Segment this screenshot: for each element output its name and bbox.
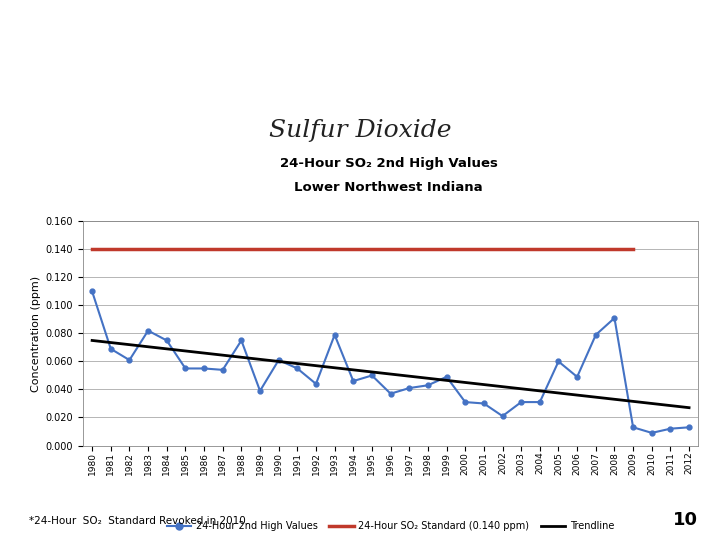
- Text: Sulfur Dioxide: Sulfur Dioxide: [269, 119, 451, 142]
- 24-Hour 2nd High Values: [144, 327, 153, 334]
- 24-Hour 2nd High Values: [237, 337, 246, 343]
- 24-Hour 2nd High Values: [293, 365, 302, 372]
- 24-Hour 2nd High Values: [461, 399, 469, 406]
- 24-Hour 2nd High Values: [685, 424, 693, 430]
- 24-Hour 2nd High Values: [610, 315, 618, 321]
- 24-Hour 2nd High Values: [536, 399, 544, 406]
- Text: Lower Northwest Indiana: Lower Northwest Indiana: [294, 181, 483, 194]
- Text: We Protect Hoosiers and Our Environment: We Protect Hoosiers and Our Environment: [220, 11, 500, 24]
- 24-Hour 2nd High Values: [498, 413, 507, 420]
- 24-Hour 2nd High Values: [107, 346, 115, 352]
- Text: ☁: ☁: [642, 53, 669, 82]
- Text: 10: 10: [673, 511, 698, 529]
- 24-Hour 2nd High Values: [647, 430, 656, 436]
- 24-Hour 2nd High Values: [199, 365, 208, 372]
- 24-Hour 2nd High Values: [554, 358, 563, 365]
- 24-Hour 2nd High Values: [666, 426, 675, 432]
- 24-Hour 2nd High Values: [405, 385, 413, 392]
- Text: 24-Hour SO₂ 2nd High Values: 24-Hour SO₂ 2nd High Values: [280, 157, 498, 170]
- 24-Hour 2nd High Values: [592, 332, 600, 338]
- 24-Hour 2nd High Values: [163, 337, 171, 343]
- 24-Hour 2nd High Values: [88, 288, 96, 295]
- 24-Hour 2nd High Values: [442, 374, 451, 380]
- 24-Hour 2nd High Values: [629, 424, 637, 430]
- 24-Hour 2nd High Values: [387, 390, 395, 397]
- Y-axis label: Concentration (ppm): Concentration (ppm): [31, 275, 41, 391]
- 24-Hour 2nd High Values: [480, 400, 488, 407]
- 24-Hour 2nd High Values: [125, 357, 134, 363]
- 24-Hour 2nd High Values: [330, 332, 339, 338]
- 24-Hour 2nd High Values: [368, 372, 377, 379]
- Text: IDEM: IDEM: [47, 51, 83, 64]
- 24-Hour 2nd High Values: [517, 399, 526, 406]
- Text: Air: Air: [152, 68, 172, 81]
- 24-Hour 2nd High Values: [256, 388, 264, 394]
- Text: *24-Hour  SO₂  Standard Revoked in 2010.: *24-Hour SO₂ Standard Revoked in 2010.: [29, 516, 249, 526]
- 24-Hour 2nd High Values: [218, 367, 227, 373]
- 24-Hour 2nd High Values: [312, 381, 320, 387]
- Legend: 24-Hour 2nd High Values, 24-Hour SO₂ Standard (0.140 ppm), Trendline: 24-Hour 2nd High Values, 24-Hour SO₂ Sta…: [163, 518, 618, 535]
- 24-Hour 2nd High Values: [274, 357, 283, 363]
- 24-Hour 2nd High Values: [349, 378, 358, 384]
- 24-Hour 2nd High Values: [573, 374, 582, 380]
- Line: 24-Hour 2nd High Values: 24-Hour 2nd High Values: [90, 289, 691, 435]
- 24-Hour 2nd High Values: [423, 382, 432, 388]
- 24-Hour 2nd High Values: [181, 365, 190, 372]
